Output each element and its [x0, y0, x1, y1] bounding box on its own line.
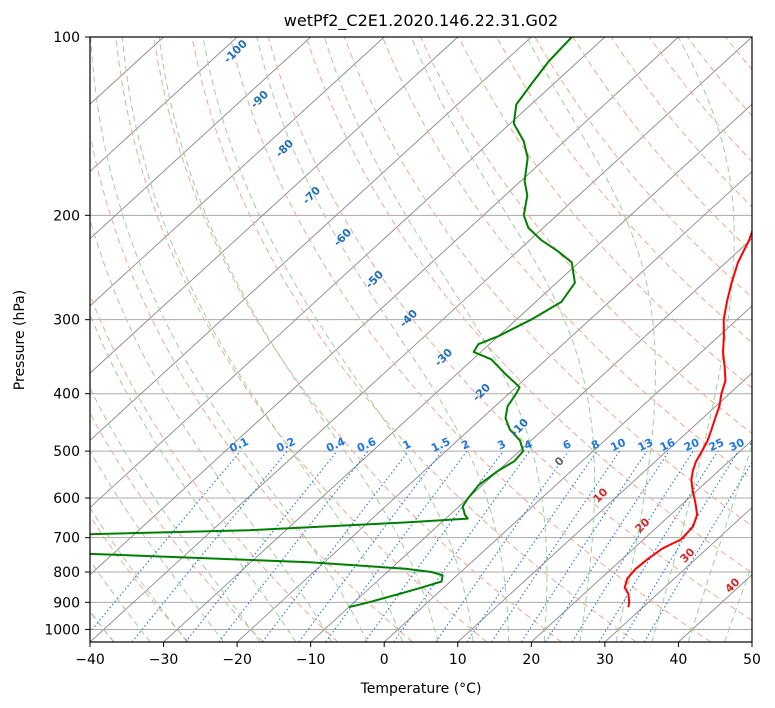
mixing-ratio-line — [325, 450, 468, 642]
moist-adiabat-line — [90, 506, 188, 642]
y-tick-label: 300 — [53, 313, 80, 329]
x-tick-label: 10 — [449, 652, 467, 668]
y-tick-label: 900 — [53, 595, 80, 611]
moist-adiabat-line — [90, 387, 261, 642]
dewpoint-profile-line — [90, 37, 576, 609]
mixing-ratio-label: 25 — [707, 436, 726, 454]
dry-adiabat-line — [90, 412, 264, 642]
x-tick-label: 40 — [670, 652, 688, 668]
isotherm-line — [310, 238, 752, 642]
y-tick-label: 200 — [53, 208, 80, 224]
x-tick-label: 50 — [743, 652, 761, 668]
isotherm-line — [90, 37, 532, 441]
y-axis-ticks: 100 200 300 400 500 600 700 800 900 1000 — [44, 30, 90, 638]
dry-adiabat-line — [90, 131, 413, 642]
moist-adiabat-line — [121, 37, 404, 642]
mixing-ratio-line — [621, 450, 739, 642]
mixing-ratio-line — [131, 450, 288, 642]
mixing-ratio-line — [364, 450, 504, 642]
dry-adiabat-line — [229, 37, 712, 642]
moist-adiabat-line — [90, 559, 151, 642]
moist-adiabat-line — [202, 37, 474, 642]
isotherm-line — [457, 372, 752, 642]
dry-adiabat-line — [153, 37, 562, 642]
isotherm-line — [383, 305, 752, 642]
isotherm-line — [90, 37, 752, 642]
isotherm-line — [90, 37, 238, 173]
mixing-ratio-line — [262, 450, 409, 642]
isotherm-line — [531, 439, 752, 642]
x-tick-label: −30 — [149, 652, 179, 668]
moist-adiabats — [90, 37, 752, 642]
mixing-ratio-line — [185, 450, 338, 642]
x-tick-label: 0 — [380, 652, 389, 668]
isotherm-line — [90, 37, 606, 509]
mixing-ratio-line — [393, 450, 531, 642]
mixing-ratio-line — [90, 450, 241, 633]
isotherm-line — [90, 37, 459, 374]
moist-adiabat-line — [90, 217, 333, 642]
isotherm-line — [604, 506, 752, 642]
moist-adiabat-line — [256, 37, 510, 642]
moist-adiabat-line — [90, 450, 224, 642]
temperature-profile-line — [623, 228, 752, 608]
mixing-ratio-lines — [90, 450, 752, 642]
x-tick-label: −40 — [75, 652, 105, 668]
y-axis-title: Pressure (hPa) — [12, 290, 28, 390]
plot-frame — [89, 36, 753, 643]
x-tick-label: 20 — [522, 652, 540, 668]
dry-adiabat-line — [267, 37, 752, 622]
isotherm-line — [90, 37, 385, 307]
moist-adiabat-line — [724, 563, 752, 642]
dry-adiabat-line — [90, 515, 190, 642]
x-tick-label: −20 — [222, 652, 252, 668]
profile-series — [90, 37, 752, 609]
x-axis-ticks: −40 −30 −20 −10 0 10 20 30 40 50 — [75, 642, 761, 668]
moist-adiabat-line — [411, 37, 596, 642]
mixing-ratio-label: 36 — [748, 436, 768, 454]
mixing-ratio-label: 13 — [636, 436, 655, 454]
mixing-ratio-line — [435, 450, 569, 642]
mixing-ratio-label: 20 — [682, 436, 702, 454]
y-tick-label: 500 — [53, 444, 80, 460]
chart-title: wetPf2_C2E1.2020.146.22.31.G02 — [284, 11, 558, 31]
moist-adiabat-line — [90, 37, 368, 642]
mixing-ratio-label: 30 — [727, 436, 747, 454]
y-tick-label: 1000 — [44, 622, 80, 638]
dry-adiabat-line — [191, 37, 637, 642]
mixing-ratio-line — [598, 450, 719, 642]
mixing-ratio-line — [466, 450, 598, 642]
dry-adiabat-line — [534, 37, 752, 298]
isotherm-line — [236, 170, 752, 642]
isotherm-gridlines — [90, 37, 752, 642]
x-tick-label: −10 — [296, 652, 326, 668]
moist-adiabat-line — [90, 313, 297, 642]
dry-adiabat-line — [343, 37, 752, 527]
moist-adiabat-line — [323, 37, 548, 642]
y-tick-label: 600 — [53, 491, 80, 507]
y-tick-label: 100 — [53, 30, 80, 46]
mixing-ratio-line — [298, 450, 443, 642]
dry-adiabat-line — [305, 37, 752, 574]
isotherm-line — [90, 37, 679, 576]
y-tick-label: 700 — [53, 531, 80, 547]
moist-adiabat-line — [687, 444, 752, 642]
plot-area: 0.10.20.40.611.52346810131620253036-100-… — [90, 37, 768, 642]
mixing-ratio-line — [545, 450, 670, 642]
y-tick-label: 400 — [53, 387, 80, 403]
isotherm-line — [90, 37, 311, 240]
mixing-ratio-line — [571, 450, 694, 642]
moist-adiabat-line — [158, 37, 439, 642]
mixing-ratio-line — [491, 450, 621, 642]
mixing-ratio-label: 10 — [608, 436, 628, 454]
y-tick-label: 800 — [53, 565, 80, 581]
isotherm-line — [163, 103, 752, 642]
mixing-ratio-label: 16 — [658, 436, 678, 454]
x-axis-title: Temperature (°C) — [360, 681, 482, 697]
mixing-ratio-line — [521, 450, 648, 642]
x-tick-label: 30 — [596, 652, 614, 668]
dry-adiabat-line — [115, 37, 488, 642]
